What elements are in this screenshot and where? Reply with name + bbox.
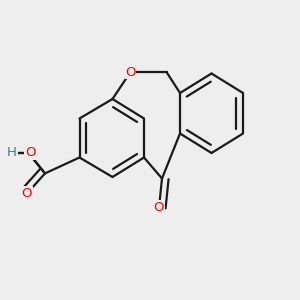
Text: O: O (25, 146, 35, 160)
Text: H: H (7, 146, 17, 160)
Text: O: O (125, 65, 136, 79)
Text: O: O (154, 201, 164, 214)
Text: O: O (22, 187, 32, 200)
